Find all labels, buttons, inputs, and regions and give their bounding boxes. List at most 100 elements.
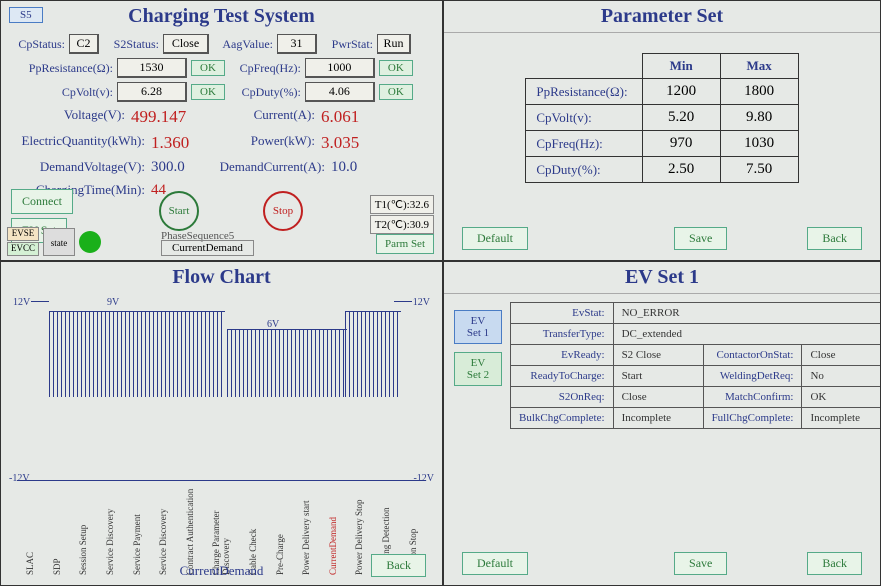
param-max[interactable]: 9.80 (720, 105, 798, 131)
tt-label: TransferType: (511, 324, 614, 345)
save-button[interactable]: Save (674, 227, 727, 250)
vn12-label-r: -12V (413, 473, 434, 484)
panel3-title: Flow Chart (1, 262, 442, 293)
flowchart-x-labels: SLAC SDP Session Setup Service Discovery Ser… (17, 485, 426, 575)
rtc-value[interactable]: Start (613, 366, 703, 387)
ev-set-table: EvStat:NO_ERROR TransferType:DC_extended… (510, 302, 881, 429)
panel4-title: EV Set 1 (444, 262, 880, 294)
default-button[interactable]: Default (462, 227, 528, 250)
flowchart-step-label: Cable Check (248, 485, 258, 575)
evstat-label: EvStat: (511, 303, 614, 324)
param-max[interactable]: 1800 (720, 79, 798, 105)
flowchart-step-label: SLAC (25, 485, 35, 575)
current-value: 6.061 (321, 107, 401, 127)
pwrstat-value: Run (377, 34, 411, 54)
evready-value[interactable]: S2 Close (613, 345, 703, 366)
param-max[interactable]: 1030 (720, 131, 798, 157)
s2status-value: Close (163, 34, 209, 54)
flowchart-step-label: Service Payment (132, 485, 142, 575)
bulk-label: BulkChgComplete: (511, 408, 614, 429)
v9-label: 9V (107, 297, 119, 308)
s2on-value[interactable]: Close (613, 387, 703, 408)
flowchart-step-label: Service Discovery (158, 485, 168, 575)
aagvalue-label: AagValue: (213, 37, 273, 52)
cpduty-ok-button[interactable]: OK (379, 84, 413, 100)
tab-ev-set-2[interactable]: EVSet 2 (454, 352, 502, 386)
save-button[interactable]: Save (674, 552, 727, 575)
flowchart-step-label: Session Setup (78, 485, 88, 575)
back-button[interactable]: Back (371, 554, 426, 577)
s2on-label: S2OnReq: (511, 387, 614, 408)
t1-readout: T1(℃):32.6 (370, 195, 434, 214)
current-label: Current(A): (211, 107, 321, 127)
param-max[interactable]: 7.50 (720, 157, 798, 183)
param-row-label: CpFreq(Hz): (526, 131, 642, 157)
flowchart-step-label: CurrentDemand (328, 485, 338, 575)
cpduty-value: 4.06 (305, 82, 375, 102)
parameter-set-panel: Parameter Set Min Max PpResistance(Ω):12… (443, 0, 881, 261)
panel2-title: Parameter Set (444, 1, 880, 33)
stop-button[interactable]: Stop (263, 191, 303, 231)
cpfreq-label: CpFreq(Hz): (229, 61, 301, 76)
param-table: Min Max PpResistance(Ω):12001800 CpVolt(… (525, 53, 798, 183)
state-badge: state (43, 228, 75, 256)
bulk-value[interactable]: Incomplete (613, 408, 703, 429)
power-label: Power(kW): (211, 133, 321, 153)
current-demand-field: CurrentDemand (161, 240, 254, 256)
s2status-label: S2Status: (103, 37, 159, 52)
flowchart-step-label: Power Delivery Stop (354, 485, 364, 575)
cpvolt-ok-button[interactable]: OK (191, 84, 225, 100)
param-row-label: PpResistance(Ω): (526, 79, 642, 105)
cpstatus-value: C2 (69, 34, 99, 54)
start-button[interactable]: Start (159, 191, 199, 231)
s5-button[interactable]: S5 (9, 7, 43, 23)
tab-ev-set-1[interactable]: EVSet 1 (454, 310, 502, 344)
full-value[interactable]: Incomplete (802, 408, 881, 429)
voltage-label: Voltage(V): (1, 107, 131, 127)
contactor-value[interactable]: Close (802, 345, 881, 366)
flowchart-step-label: SDP (52, 485, 62, 575)
dc-value: 10.0 (331, 159, 391, 176)
evstat-value[interactable]: NO_ERROR (613, 303, 881, 324)
evse-badge: EVSE (7, 227, 39, 241)
parm-set-button[interactable]: Parm Set (376, 234, 434, 254)
ev-set-panel: EV Set 1 EVSet 1 EVSet 2 EvStat:NO_ERROR… (443, 261, 881, 586)
flow-chart-panel: Flow Chart 12V 12V -12V -12V 9V 6V SLACS… (0, 261, 443, 586)
param-min[interactable]: 970 (642, 131, 720, 157)
dv-value: 300.0 (151, 159, 211, 176)
cpvolt-label: CpVolt(v): (9, 85, 113, 100)
dc-label: DemandCurrent(A): (211, 159, 331, 176)
flowchart-step-label: Pre-Charge (275, 485, 285, 575)
back-button[interactable]: Back (807, 552, 862, 575)
panel1-title: Charging Test System (1, 1, 442, 32)
t2-readout: T2(℃):30.9 (370, 215, 434, 234)
match-value[interactable]: OK (802, 387, 881, 408)
dv-label: DemandVoltage(V): (1, 159, 151, 176)
charging-test-panel: S5 Charging Test System CpStatus: C2 S2S… (0, 0, 443, 261)
flowchart-step-label: Charge Parameter Discovery (211, 485, 231, 575)
ppres-value: 1530 (117, 58, 187, 78)
default-button[interactable]: Default (462, 552, 528, 575)
ppres-ok-button[interactable]: OK (191, 60, 225, 76)
ppres-label: PpResistance(Ω): (9, 61, 113, 76)
voltage-value: 499.147 (131, 107, 211, 127)
back-button[interactable]: Back (807, 227, 862, 250)
param-min[interactable]: 1200 (642, 79, 720, 105)
cpfreq-value: 1000 (305, 58, 375, 78)
flow-chart-area: 12V 12V -12V -12V 9V 6V (17, 301, 426, 481)
tt-value[interactable]: DC_extended (613, 324, 881, 345)
weld-value[interactable]: No (802, 366, 881, 387)
param-min[interactable]: 2.50 (642, 157, 720, 183)
cpduty-label: CpDuty(%): (229, 85, 301, 100)
vn12-label: -12V (9, 473, 30, 484)
v12-label: 12V (13, 297, 30, 308)
flowchart-step-label: Power Delivery start (301, 485, 311, 575)
cpstatus-label: CpStatus: (9, 37, 65, 52)
param-min[interactable]: 5.20 (642, 105, 720, 131)
connect-button[interactable]: Connect (11, 189, 73, 214)
flowchart-step-label: Contract Authentication (185, 485, 195, 575)
cpfreq-ok-button[interactable]: OK (379, 60, 413, 76)
flowchart-step-label: Service Discovery (105, 485, 115, 575)
power-value: 3.035 (321, 133, 401, 153)
status-led-icon (79, 231, 101, 253)
